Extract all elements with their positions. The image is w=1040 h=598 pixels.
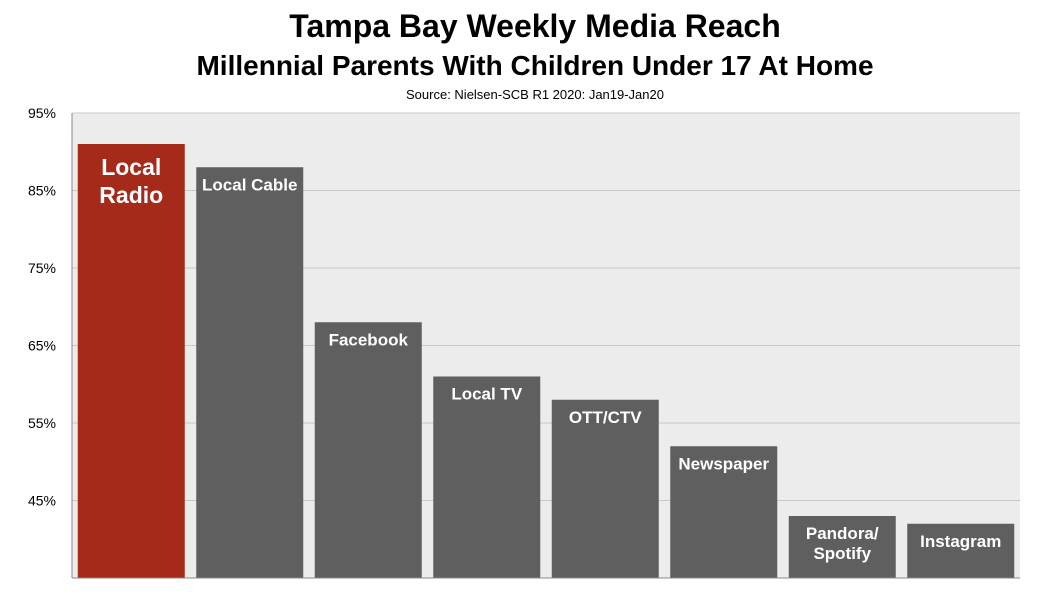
bar <box>196 167 304 578</box>
bar-label: Newspaper <box>678 454 769 473</box>
bar <box>788 516 896 578</box>
chart-title: Tampa Bay Weekly Media Reach <box>289 8 781 44</box>
y-tick-label: 95% <box>28 105 56 121</box>
chart-source: Source: Nielsen-SCB R1 2020: Jan19-Jan20 <box>406 87 664 102</box>
bar <box>551 399 659 578</box>
bar <box>670 446 778 578</box>
bar-label: Local TV <box>451 385 523 404</box>
bar <box>77 144 185 578</box>
y-tick-label: 45% <box>28 493 56 509</box>
bar <box>433 376 541 578</box>
bar-label: Local <box>101 154 161 180</box>
bar-label: OTT/CTV <box>569 408 642 427</box>
bar-label: Radio <box>99 182 163 208</box>
bar <box>314 322 422 578</box>
bar-label: Spotify <box>813 544 871 563</box>
bar <box>907 523 1015 578</box>
y-tick-label: 55% <box>28 415 56 431</box>
bar-label: Local Cable <box>202 175 297 194</box>
bar-label: Instagram <box>920 532 1001 551</box>
y-tick-label: 75% <box>28 260 56 276</box>
y-tick-label: 85% <box>28 183 56 199</box>
bar-label: Facebook <box>329 330 409 349</box>
chart-subtitle: Millennial Parents With Children Under 1… <box>196 50 874 81</box>
bar-label: Pandora/ <box>806 524 879 543</box>
y-tick-label: 65% <box>28 338 56 354</box>
